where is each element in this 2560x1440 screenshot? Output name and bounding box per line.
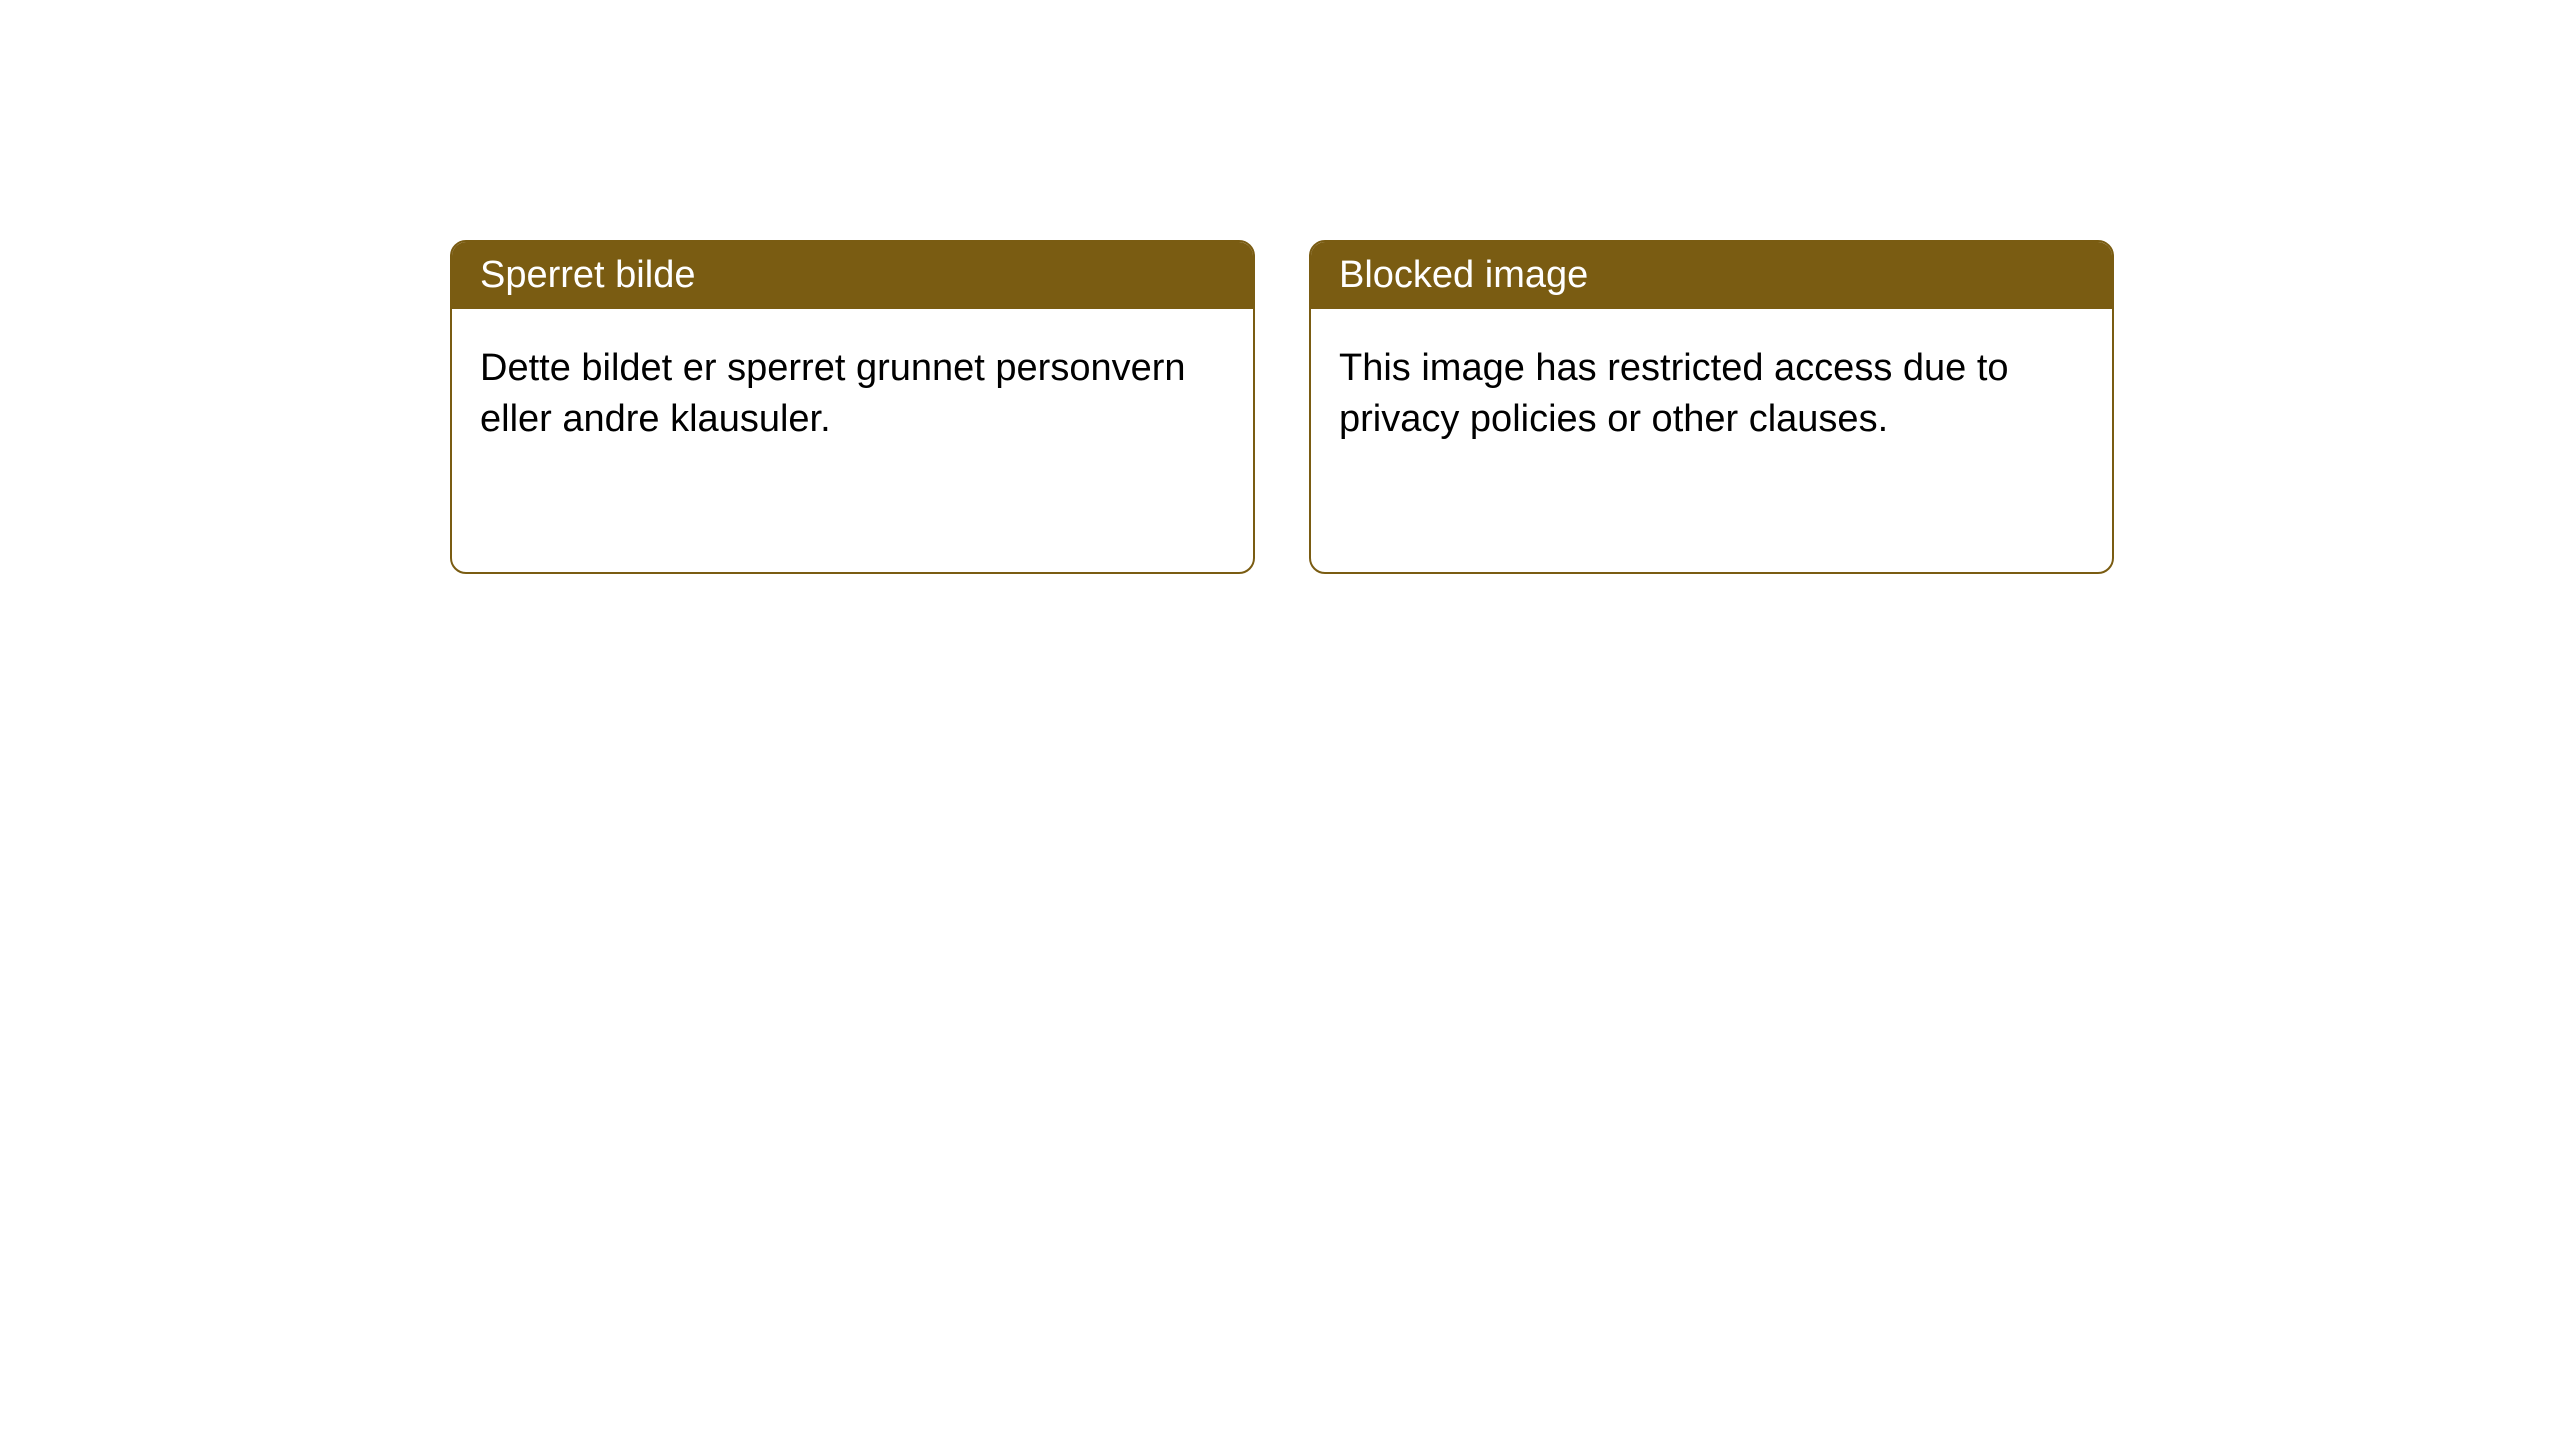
card-body-text: Dette bildet er sperret grunnet personve… <box>480 347 1186 440</box>
notice-card-no: Sperret bilde Dette bildet er sperret gr… <box>450 240 1255 574</box>
card-title: Blocked image <box>1339 254 1588 296</box>
card-body: This image has restricted access due to … <box>1311 309 2112 480</box>
notice-card-en: Blocked image This image has restricted … <box>1309 240 2114 574</box>
card-body-text: This image has restricted access due to … <box>1339 347 2009 440</box>
notice-container: Sperret bilde Dette bildet er sperret gr… <box>450 240 2114 574</box>
card-header: Sperret bilde <box>452 242 1253 309</box>
card-header: Blocked image <box>1311 242 2112 309</box>
card-title: Sperret bilde <box>480 254 695 296</box>
card-body: Dette bildet er sperret grunnet personve… <box>452 309 1253 480</box>
